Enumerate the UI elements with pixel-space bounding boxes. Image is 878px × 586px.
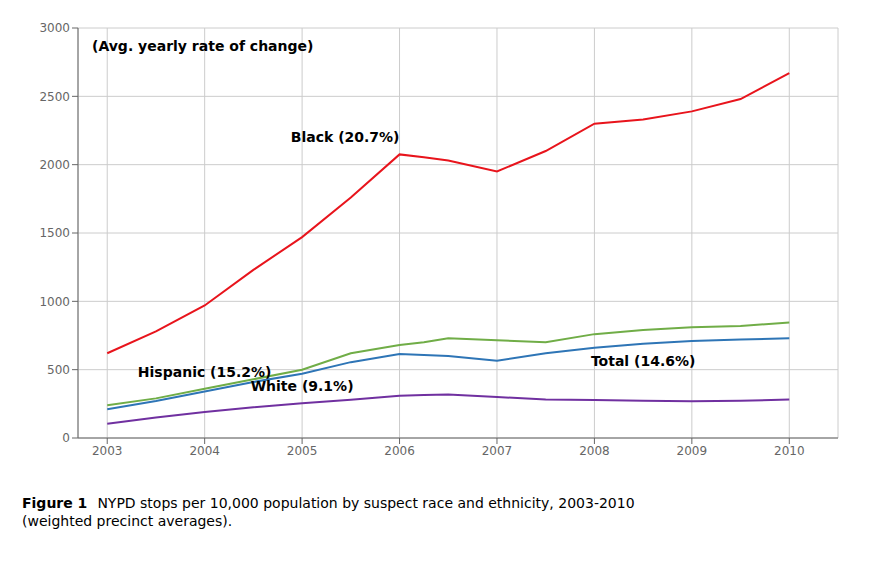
svg-text:3000: 3000 [39, 21, 70, 35]
svg-text:2007: 2007 [482, 444, 513, 458]
html-text:NYPD stops per 10,000 populati: NYPD stops per 10,000 population by susp… [22, 495, 635, 530]
svg-text:2010: 2010 [774, 444, 805, 458]
svg-text:Black (20.7%): Black (20.7%) [291, 129, 400, 145]
svg-text:2003: 2003 [92, 444, 123, 458]
svg-text:500: 500 [47, 363, 70, 377]
svg-text:Hispanic (15.2%): Hispanic (15.2%) [137, 363, 272, 380]
svg-text:2500: 2500 [39, 90, 70, 104]
html-text:(Avg. yearly rate of change): (Avg. yearly rate of change) [92, 38, 314, 54]
svg-text:2006: 2006 [384, 444, 415, 458]
svg-text:1000: 1000 [39, 295, 70, 309]
html-text:Figure 1: Figure 1 [22, 495, 88, 511]
svg-text:2005: 2005 [287, 444, 318, 458]
svg-text:1500: 1500 [39, 226, 70, 240]
svg-text:2004: 2004 [189, 444, 220, 458]
svg-text:Total (14.6%): Total (14.6%) [591, 353, 696, 369]
svg-text:2008: 2008 [579, 444, 610, 458]
svg-text:2009: 2009 [677, 444, 708, 458]
svg-text:0: 0 [62, 431, 70, 445]
svg-text:White (9.1%): White (9.1%) [251, 378, 354, 394]
svg-text:2000: 2000 [39, 158, 70, 172]
